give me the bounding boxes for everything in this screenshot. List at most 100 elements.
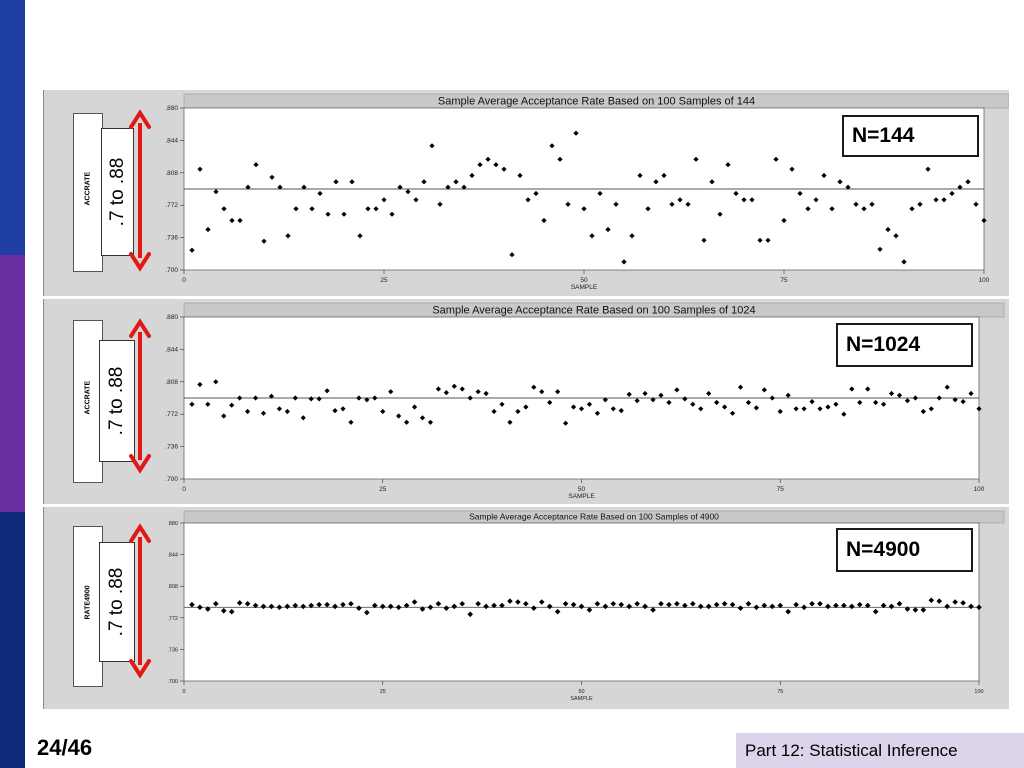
data-point	[856, 601, 863, 608]
y-tick-label: .808	[165, 170, 178, 177]
data-point	[324, 388, 330, 394]
data-point	[348, 600, 354, 607]
data-point	[769, 603, 776, 610]
data-point	[669, 201, 675, 207]
range-annotation-box: .7 to .88	[101, 128, 134, 256]
data-point	[228, 608, 235, 615]
data-point	[653, 179, 659, 185]
data-point	[813, 197, 819, 203]
data-point	[586, 607, 593, 613]
data-point	[581, 206, 587, 212]
data-point	[268, 603, 275, 610]
x-axis-label: SAMPLE	[570, 696, 593, 702]
data-point	[413, 197, 419, 203]
x-tick-label: 50	[580, 277, 588, 284]
data-point	[483, 603, 489, 610]
data-point	[300, 415, 306, 421]
data-point	[197, 166, 203, 172]
data-point	[364, 397, 370, 403]
data-point	[661, 172, 667, 179]
chart-title: Sample Average Acceptance Rate Based on …	[432, 305, 755, 317]
data-point	[618, 601, 625, 608]
data-point	[292, 395, 298, 401]
data-point	[421, 179, 427, 185]
range-label: .7 to .88	[106, 157, 128, 227]
data-point	[260, 603, 267, 610]
y-tick-label: .772	[165, 202, 178, 209]
x-tick-label: 50	[578, 689, 584, 695]
data-point	[570, 601, 577, 608]
data-point	[380, 408, 386, 415]
y-tick-label: .880	[165, 105, 178, 112]
data-point	[324, 601, 330, 608]
data-point	[821, 172, 827, 179]
data-point	[690, 600, 696, 607]
series-legend-box: ACCRATE	[73, 113, 103, 272]
x-tick-label: 0	[182, 486, 186, 493]
data-point	[642, 603, 648, 610]
data-point	[941, 197, 947, 203]
data-point	[849, 386, 855, 392]
data-point	[777, 408, 783, 415]
x-tick-label: 25	[380, 689, 386, 695]
data-point	[237, 217, 243, 224]
data-point	[531, 605, 537, 611]
data-point	[602, 603, 609, 610]
data-point	[427, 604, 434, 611]
data-point	[865, 386, 871, 392]
data-point	[565, 201, 571, 207]
data-point	[685, 201, 691, 207]
x-axis-label: SAMPLE	[568, 493, 595, 500]
data-point	[365, 206, 371, 212]
data-point	[491, 408, 497, 415]
data-point	[276, 604, 283, 611]
footer-section-label: Part 12: Statistical Inference	[736, 733, 1024, 768]
data-point	[722, 404, 728, 410]
data-point	[701, 237, 707, 243]
x-tick-label: 25	[379, 486, 387, 493]
legend-label: RATE4900	[84, 585, 92, 620]
data-point	[493, 162, 499, 168]
y-tick-label: .880	[167, 521, 178, 527]
x-tick-label: 75	[777, 689, 783, 695]
x-tick-label: 75	[777, 486, 785, 493]
data-point	[920, 408, 926, 415]
legend-label: ACCRATE	[84, 380, 92, 415]
data-point	[507, 598, 513, 604]
data-point	[373, 206, 379, 212]
data-point	[725, 162, 731, 168]
data-point	[395, 604, 402, 611]
data-point	[340, 406, 346, 412]
data-point	[896, 600, 903, 607]
sample-size-label: N=144	[842, 115, 979, 157]
data-point	[825, 603, 831, 610]
data-point	[451, 603, 458, 610]
y-tick-label: .736	[167, 647, 178, 653]
data-point	[269, 174, 275, 180]
data-point	[888, 603, 895, 610]
data-point	[789, 166, 795, 172]
data-point	[541, 217, 547, 224]
data-point	[547, 399, 553, 406]
data-point	[650, 607, 656, 613]
data-point	[917, 201, 923, 207]
data-point	[973, 201, 979, 207]
data-point	[317, 190, 323, 197]
data-point	[960, 600, 966, 606]
data-point	[333, 179, 339, 185]
y-tick-label: .736	[165, 235, 178, 242]
data-point	[605, 226, 611, 233]
data-point	[888, 390, 895, 397]
chart-title: Sample Average Acceptance Rate Based on …	[469, 512, 719, 522]
data-point	[817, 600, 823, 607]
data-point	[837, 179, 843, 185]
data-point	[316, 396, 322, 402]
data-point	[936, 598, 943, 604]
data-point	[341, 211, 347, 217]
data-point	[459, 600, 466, 607]
data-point	[300, 603, 307, 610]
data-point	[379, 603, 386, 610]
data-point	[721, 600, 728, 607]
data-point	[389, 211, 395, 217]
data-point	[485, 156, 491, 162]
